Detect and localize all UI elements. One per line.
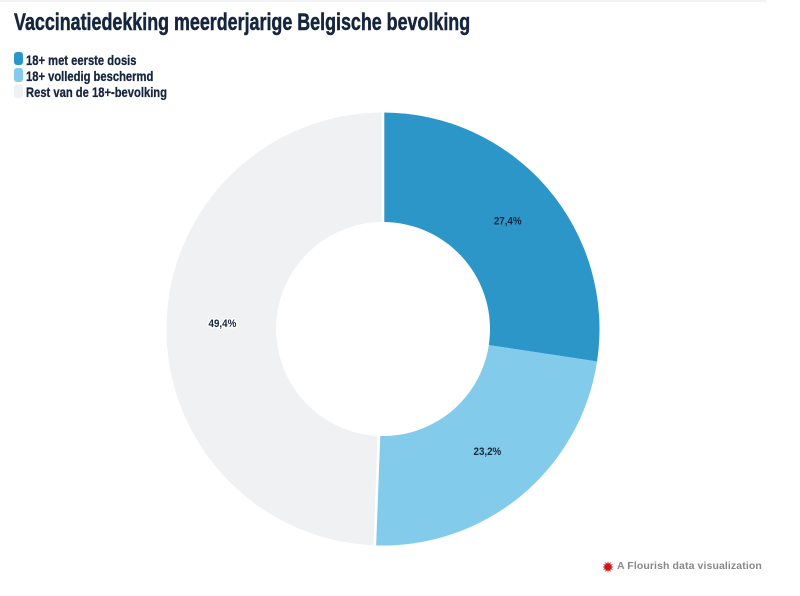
svg-text:23,2%: 23,2% <box>474 446 502 458</box>
svg-text:49,4%: 49,4% <box>209 318 237 330</box>
svg-text:27,4%: 27,4% <box>494 216 522 228</box>
